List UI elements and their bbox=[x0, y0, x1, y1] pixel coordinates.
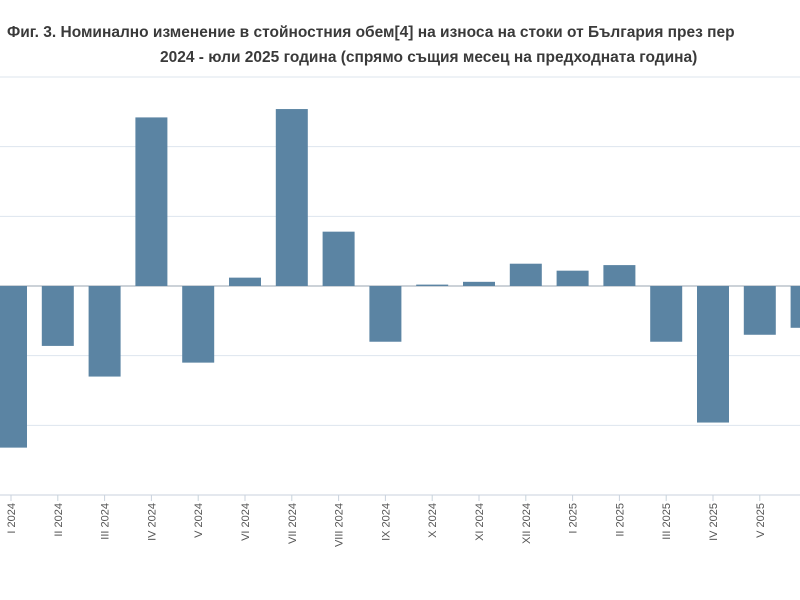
bar-VII-2024 bbox=[276, 109, 308, 286]
x-axis bbox=[0, 495, 800, 501]
bar-XI-2024 bbox=[463, 282, 495, 286]
x-tick-label: I 2024 bbox=[6, 503, 18, 534]
bar-X-2024 bbox=[416, 285, 448, 286]
x-tick-label: V 2024 bbox=[193, 503, 205, 538]
bar-III-2025 bbox=[650, 286, 682, 342]
x-tick-label: IV 2024 bbox=[146, 503, 158, 541]
bar-I-2024 bbox=[0, 286, 27, 448]
x-tick-label: III 2024 bbox=[100, 503, 112, 540]
bar-VIII-2024 bbox=[323, 232, 355, 286]
x-tick-labels: I 2024 II 2024 III 2024 IV 2024 V 2024 VI 202… bbox=[6, 503, 800, 547]
x-tick-label: IV 2025 bbox=[708, 503, 720, 541]
x-tick-label: II 2024 bbox=[53, 503, 65, 537]
bar-II-2025 bbox=[603, 265, 635, 286]
bar-IV-2024 bbox=[135, 117, 167, 286]
x-tick-label: XI 2024 bbox=[474, 503, 486, 541]
bar-III-2024 bbox=[89, 286, 121, 377]
bar-IV-2025 bbox=[697, 286, 729, 423]
x-tick-label: X 2024 bbox=[427, 503, 439, 538]
x-tick-label: V 2025 bbox=[755, 503, 767, 538]
bar-I-2025 bbox=[557, 271, 589, 286]
x-tick-label: VI 2024 bbox=[240, 503, 252, 541]
bar-V-2024 bbox=[182, 286, 214, 363]
bar-V-2025 bbox=[744, 286, 776, 335]
bar-XII-2024 bbox=[510, 264, 542, 286]
bar-VI-2025 bbox=[791, 286, 800, 328]
x-tick-label: IX 2024 bbox=[380, 503, 392, 541]
x-tick-label: II 2025 bbox=[614, 503, 626, 537]
bar-VI-2024 bbox=[229, 278, 261, 286]
bar-IX-2024 bbox=[369, 286, 401, 342]
bar-II-2024 bbox=[42, 286, 74, 346]
bar-chart: I 2024 II 2024 III 2024 IV 2024 V 2024 VI 202… bbox=[0, 0, 800, 600]
bars bbox=[0, 109, 800, 448]
x-tick-label: III 2025 bbox=[661, 503, 673, 540]
x-tick-label: I 2025 bbox=[568, 503, 580, 534]
x-tick-label: VIII 2024 bbox=[334, 503, 346, 547]
x-tick-label: XII 2024 bbox=[521, 503, 533, 544]
x-tick-label: VII 2024 bbox=[287, 503, 299, 544]
